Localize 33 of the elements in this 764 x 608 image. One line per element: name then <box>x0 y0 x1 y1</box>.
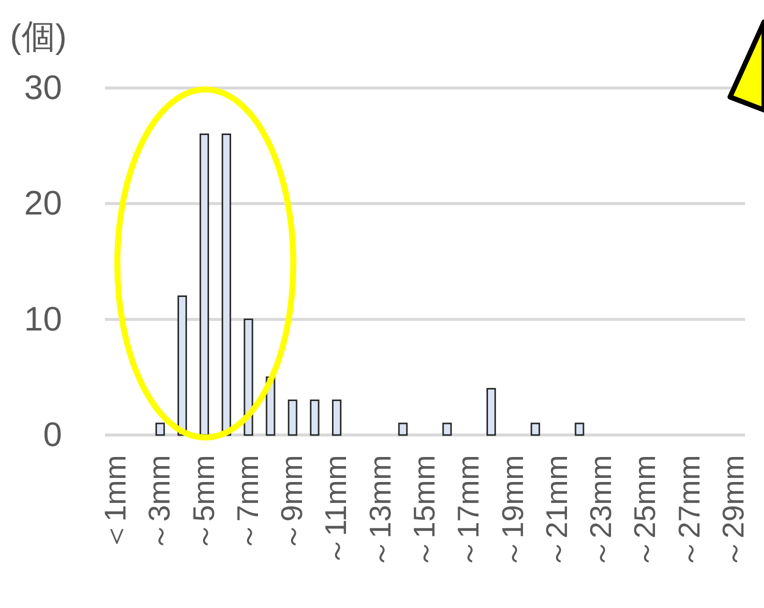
bar <box>398 422 408 436</box>
x-tick-label: ～21mm <box>540 455 574 568</box>
y-tick-label: 0 <box>43 416 62 454</box>
bar <box>155 422 165 436</box>
y-tick-label: 10 <box>24 300 62 338</box>
y-tick-label: 20 <box>24 184 62 223</box>
bar <box>486 388 496 436</box>
bar <box>332 400 342 436</box>
x-tick-label: ～23mm <box>585 455 618 568</box>
x-tick-label: ～29mm <box>717 455 750 568</box>
bar <box>574 422 584 436</box>
bar <box>222 134 232 436</box>
bar <box>244 318 254 436</box>
bar <box>530 422 540 436</box>
y-axis-title: (個) <box>10 18 67 56</box>
x-tick-label: ～5mm <box>188 455 221 552</box>
x-tick-label: ～15mm <box>408 455 442 568</box>
y-tick-label: 30 <box>24 69 62 107</box>
x-tick-label: ～25mm <box>629 455 662 568</box>
x-tick-label: ～9mm <box>276 455 310 552</box>
x-tick-label: ～7mm <box>232 455 265 552</box>
x-tick-label: ～17mm <box>452 455 486 568</box>
bar <box>200 134 210 436</box>
x-tick-label: ～11mm <box>320 455 354 566</box>
x-tick-label: ～3mm <box>144 455 177 552</box>
x-tick-label: ～13mm <box>364 455 398 568</box>
x-tick-label: ＜1mm <box>100 455 133 552</box>
x-tick-label: ～19mm <box>496 455 530 568</box>
bar <box>310 400 320 436</box>
bar <box>288 400 298 436</box>
bar <box>442 422 452 436</box>
x-tick-label: ～27mm <box>673 455 706 568</box>
bar <box>178 295 187 436</box>
